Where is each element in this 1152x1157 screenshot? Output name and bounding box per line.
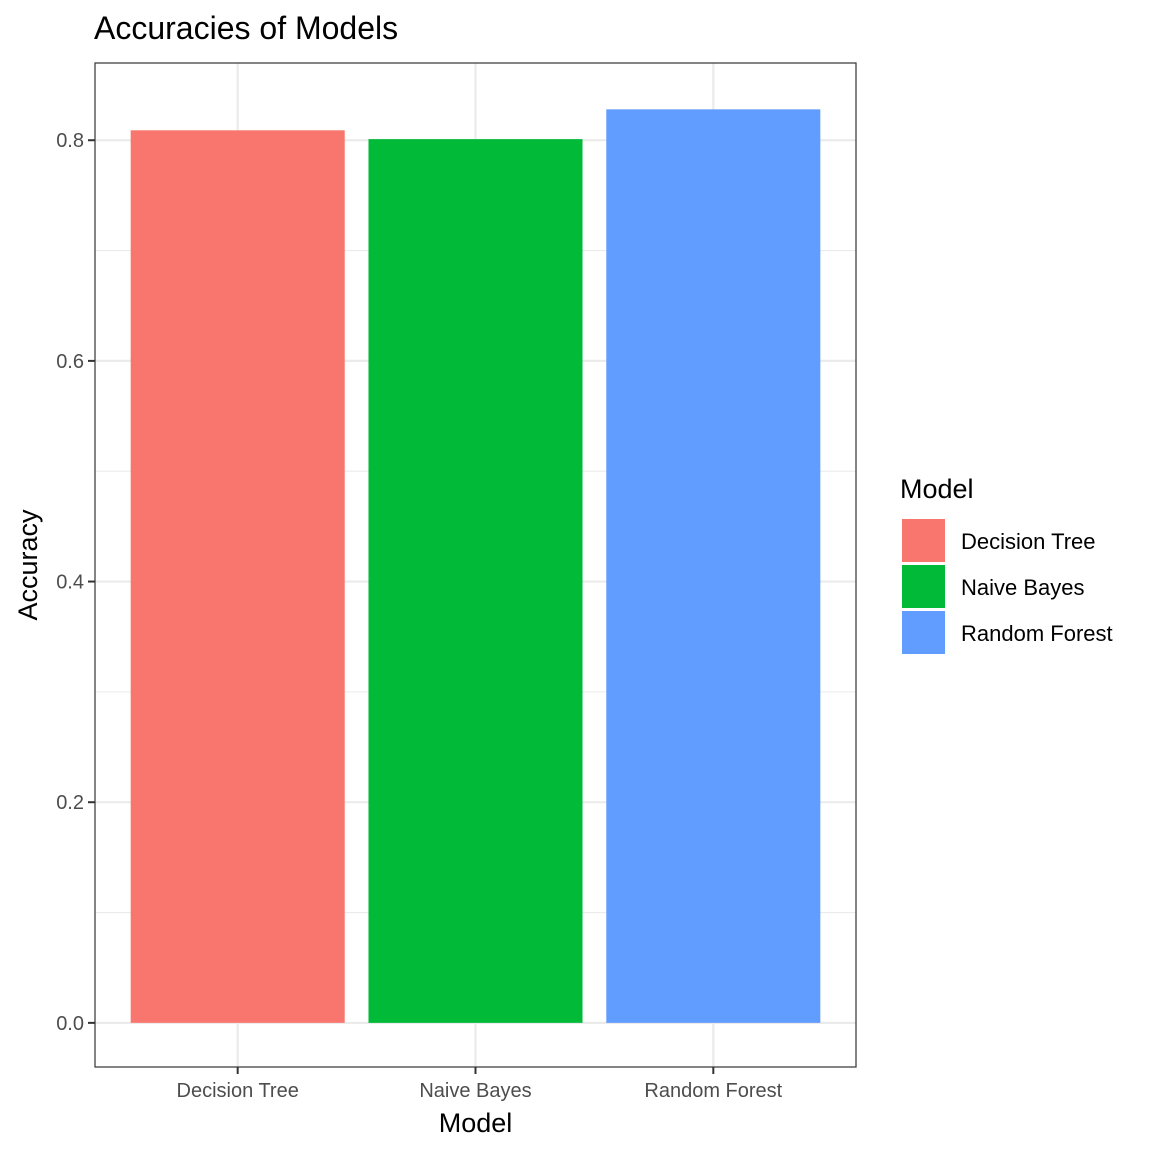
- y-tick-label: 0.2: [56, 792, 84, 814]
- bar-decision-tree: [130, 130, 345, 1023]
- y-tick-label: 0.8: [56, 130, 84, 152]
- x-tick-label: Random Forest: [644, 1080, 782, 1102]
- y-tick-label: 0.4: [56, 572, 84, 594]
- legend-label: Decision Tree: [961, 529, 1096, 554]
- legend-swatch: [902, 565, 945, 608]
- bar-naive-bayes: [368, 139, 583, 1023]
- x-axis-title: Model: [439, 1108, 513, 1138]
- legend-swatch: [902, 611, 945, 654]
- bars: [130, 109, 821, 1023]
- legend: Model Decision Tree Naive Bayes Random For…: [900, 474, 1113, 654]
- y-axis: 0.0 0.2 0.4 0.6 0.8: [56, 130, 95, 1035]
- x-axis: Decision Tree Naive Bayes Random Forest: [177, 1067, 783, 1102]
- legend-title: Model: [900, 474, 974, 504]
- y-tick-label: 0.6: [56, 351, 84, 373]
- legend-label: Naive Bayes: [961, 575, 1085, 600]
- y-axis-title: Accuracy: [13, 509, 43, 621]
- x-tick-label: Naive Bayes: [419, 1080, 531, 1102]
- legend-swatch: [902, 519, 945, 562]
- chart-title: Accuracies of Models: [94, 10, 398, 46]
- bar-random-forest: [606, 109, 821, 1023]
- legend-entries: Decision Tree Naive Bayes Random Forest: [902, 519, 1113, 654]
- x-tick-label: Decision Tree: [177, 1080, 299, 1102]
- legend-label: Random Forest: [961, 621, 1113, 646]
- y-tick-label: 0.0: [56, 1013, 84, 1035]
